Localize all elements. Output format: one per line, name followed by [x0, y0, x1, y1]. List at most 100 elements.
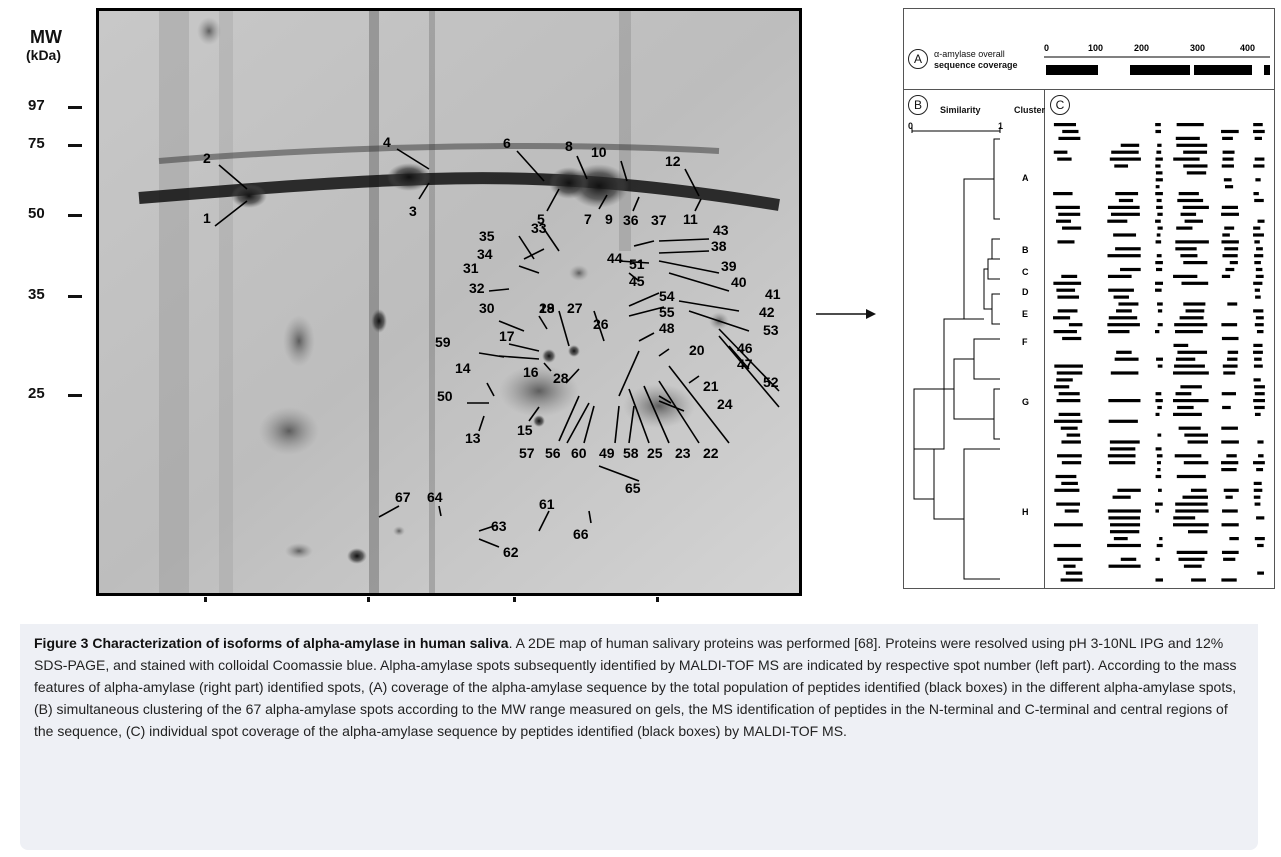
- coverage-segment: [1181, 281, 1209, 285]
- spot-53: 53: [763, 322, 779, 338]
- spot-4: 4: [383, 134, 391, 150]
- coverage-segment: [1155, 261, 1163, 265]
- caption-top-spacer: [20, 602, 1258, 624]
- coverage-segment: [1179, 316, 1204, 320]
- coverage-segment: [1221, 523, 1239, 527]
- coverage-segment: [1222, 405, 1231, 410]
- spot-61: 61: [539, 496, 555, 512]
- coverage-segment: [1056, 399, 1081, 403]
- coverage-segment: [1187, 440, 1208, 444]
- coverage-segment: [1057, 309, 1078, 313]
- coverage-segment: [1221, 550, 1239, 554]
- coverage-segment: [1255, 267, 1263, 272]
- spot-2: 2: [203, 150, 211, 166]
- spot-33: 33: [531, 220, 547, 236]
- coverage-segment: [1222, 364, 1238, 368]
- coverage-segment: [1175, 509, 1209, 513]
- coverage-segment: [1176, 123, 1204, 127]
- coverage-segment: [1107, 254, 1141, 258]
- coverage-segment: [1061, 274, 1078, 278]
- coverage-segment: [1223, 178, 1232, 182]
- coverage-segment: [1056, 502, 1081, 506]
- coverage-segment: [1173, 516, 1196, 520]
- spot-52: 52: [763, 374, 779, 390]
- coverage-segment: [1173, 274, 1198, 278]
- spot-11: 11: [683, 211, 698, 227]
- coverage-segment: [1225, 495, 1233, 499]
- spot-59: 59: [435, 334, 451, 350]
- coverage-segment: [1221, 205, 1238, 209]
- coverage-segment: [1176, 143, 1208, 147]
- coverage-segment: [1175, 357, 1196, 361]
- coverage-segment: [1253, 309, 1264, 313]
- spot-9: 9: [605, 211, 613, 227]
- coverage-segment: [1221, 578, 1237, 582]
- coverage-segment: [1155, 447, 1162, 451]
- coverage-segment: [1221, 240, 1239, 244]
- coverage-segment: [1155, 240, 1162, 244]
- spot-coverage-grid: [1053, 123, 1265, 582]
- coverage-segment: [1109, 530, 1140, 534]
- spot-42: 42: [759, 304, 775, 320]
- coverage-segment: [1253, 281, 1263, 285]
- coverage-segment: [1222, 254, 1238, 258]
- coverage-segment: [1221, 336, 1239, 341]
- mw-tick-25: [68, 394, 82, 397]
- coverage-segment: [1253, 343, 1263, 347]
- coverage-segment: [1157, 309, 1163, 313]
- coverage-segment: [1256, 516, 1265, 520]
- caption-body: . A 2DE map of human salivary proteins w…: [34, 635, 1237, 739]
- spot-5: 5: [537, 211, 545, 227]
- coverage-segment: [1254, 157, 1265, 161]
- spot-40: 40: [731, 274, 747, 290]
- coverage-segment: [1156, 198, 1162, 203]
- panel-c-label: C: [1050, 95, 1070, 115]
- coverage-segment: [1253, 350, 1263, 354]
- coverage-segment: [1054, 488, 1080, 492]
- coverage-segment: [1155, 185, 1160, 189]
- coverage-segment: [1108, 461, 1136, 465]
- coverage-segment: [1054, 364, 1083, 368]
- coverage-segment: [1182, 495, 1208, 499]
- coverage-segment: [1159, 537, 1163, 541]
- cluster-f: F: [1022, 337, 1028, 347]
- coverage-segment: [1254, 254, 1264, 258]
- spot-38: 38: [711, 238, 727, 254]
- coverage-segment: [1107, 543, 1141, 548]
- spot-30: 30: [479, 300, 495, 316]
- coverage-segment: [1253, 364, 1263, 368]
- gel-image: 1 2 3 4 5 6 7 8 9 10 11 12 13 14 15 16 1…: [96, 8, 802, 596]
- coverage-segment: [1254, 261, 1261, 265]
- spot-number-labels: 1 2 3 4 5 6 7 8 9 10 11 12 13 14 15 16 1…: [203, 134, 781, 560]
- coverage-segment: [1107, 454, 1136, 458]
- coverage-segment: [1254, 136, 1262, 140]
- coverage-segment: [1258, 454, 1264, 458]
- coverage-segment: [1178, 192, 1199, 196]
- coverage-segment: [1253, 192, 1259, 196]
- spot-20: 20: [689, 342, 705, 358]
- coverage-segment: [1254, 502, 1261, 506]
- spot-51: 51: [629, 256, 645, 272]
- spot-34: 34: [477, 246, 493, 262]
- coverage-segment: [1110, 371, 1139, 375]
- spot-6: 6: [503, 135, 511, 151]
- coverage-segment: [1221, 274, 1231, 278]
- coverage-segment: [1114, 164, 1129, 168]
- coverage-segment: [1221, 129, 1239, 134]
- coverage-segment: [1155, 392, 1162, 396]
- coverage-segment: [1190, 488, 1207, 492]
- coverage-segment: [1158, 488, 1162, 492]
- spot-13: 13: [465, 430, 481, 446]
- coverage-segment: [1253, 226, 1261, 230]
- coverage-segment: [1112, 495, 1131, 499]
- coverage-segment: [1156, 267, 1163, 272]
- coverage-segment: [1221, 392, 1236, 396]
- cluster-b: B: [1022, 245, 1029, 255]
- coverage-segment: [1109, 157, 1141, 161]
- coverage-segment: [1156, 233, 1161, 237]
- coverage-segment: [1222, 136, 1233, 140]
- coverage-segment: [1055, 474, 1077, 479]
- spot-1: 1: [203, 210, 211, 226]
- coverage-segment: [1063, 564, 1076, 568]
- coverage-segment: [1183, 564, 1202, 568]
